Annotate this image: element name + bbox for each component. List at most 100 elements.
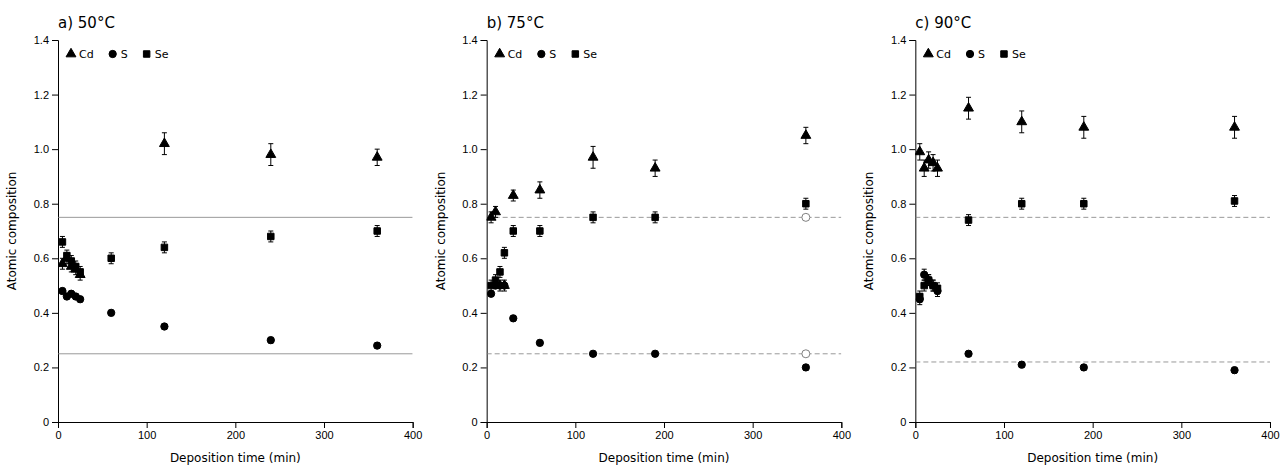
error-bar-cap <box>268 165 273 166</box>
error-bar-cap <box>493 217 498 218</box>
title: c) 90°C <box>915 14 971 32</box>
plot-area <box>915 97 1270 374</box>
error-bar-cap <box>922 176 927 177</box>
error-bar-cap <box>931 280 936 281</box>
point <box>964 103 974 112</box>
y-tick-mark <box>52 149 58 150</box>
x-tick-label: 400 <box>1261 429 1279 441</box>
error-bar-cap <box>375 149 380 150</box>
error-bar-cap <box>1081 138 1086 139</box>
point <box>535 184 545 193</box>
legend: CdSSe <box>495 48 598 61</box>
legend-symbol <box>143 51 149 57</box>
error-bar-cap <box>926 151 931 152</box>
error-bar-cap <box>1019 209 1024 210</box>
point <box>801 130 811 139</box>
y-tick-label: 1.2 <box>34 89 49 101</box>
point <box>374 228 380 234</box>
point <box>1081 200 1087 206</box>
x-axis-line <box>916 423 1271 429</box>
y-tick-label: 1.2 <box>891 89 906 101</box>
reference-line <box>487 217 842 218</box>
panel: 010020030040000.20.40.60.81.01.21.4c) 90… <box>862 14 1279 465</box>
error-bar <box>268 231 273 242</box>
point <box>161 323 168 330</box>
point <box>589 350 596 357</box>
y-tick-mark <box>52 95 58 96</box>
y-tick-label: 1.4 <box>462 34 477 46</box>
error-bar-cap <box>537 225 542 226</box>
y-tick-label: 0.4 <box>891 307 906 319</box>
error-bar <box>966 215 971 226</box>
point <box>1017 116 1027 125</box>
error-bar-cap <box>653 222 658 223</box>
legend-label: S <box>121 48 128 61</box>
point <box>501 282 508 289</box>
y-tick: 0 <box>472 416 487 428</box>
legend-symbol <box>966 50 973 57</box>
x-tick-mark <box>753 422 754 428</box>
legend-item: Cd <box>495 48 523 61</box>
error-bar-cap <box>803 198 808 199</box>
x-tick-label: 300 <box>1173 429 1191 441</box>
error-bar <box>60 236 65 247</box>
y-axis-line <box>481 41 488 423</box>
y-tick: 0.8 <box>891 198 915 210</box>
x-tick-mark <box>575 422 576 428</box>
point <box>919 163 929 172</box>
error-bar-cap <box>493 285 498 286</box>
y-tick-mark <box>481 149 487 150</box>
legend-symbol <box>538 50 545 57</box>
y-tick-mark <box>52 313 58 314</box>
error-bar <box>375 226 380 237</box>
y-tick-mark <box>909 204 915 205</box>
series <box>488 198 809 291</box>
y-tick-mark <box>481 422 487 423</box>
point <box>1231 198 1237 204</box>
y-tick-mark <box>52 40 58 41</box>
y-tick: 0 <box>43 416 58 428</box>
error-bar <box>591 212 596 223</box>
legend: CdSSe <box>66 48 169 61</box>
error-bar-cap <box>1019 198 1024 199</box>
error-bar <box>917 291 922 302</box>
x-tick-label: 0 <box>484 429 490 441</box>
y-tick-label: 0.8 <box>34 198 49 210</box>
y-tick-label: 1.4 <box>891 34 906 46</box>
y-tick: 0.6 <box>462 252 486 264</box>
point <box>510 315 517 322</box>
point <box>499 280 509 289</box>
x-tick: 300 <box>1173 422 1191 441</box>
x-tick: 0 <box>55 422 61 441</box>
point <box>917 293 923 299</box>
error-bar-cap <box>966 225 971 226</box>
x-tick: 100 <box>138 422 156 441</box>
error-bar-cap <box>497 266 502 267</box>
x-tick: 200 <box>1084 422 1102 441</box>
x-tick: 200 <box>655 422 673 441</box>
point <box>934 285 940 291</box>
error-bar-cap <box>502 291 507 292</box>
point <box>1080 364 1087 371</box>
y-tick-label: 1.0 <box>891 143 906 155</box>
y-tick: 0.2 <box>462 361 486 373</box>
point <box>802 364 809 371</box>
x-tick-label: 300 <box>315 429 333 441</box>
error-bar-cap <box>591 146 596 147</box>
y-tick-mark <box>52 422 58 423</box>
y-tick-label: 0.2 <box>34 361 49 373</box>
point <box>588 152 598 161</box>
x-tick-mark <box>664 422 665 428</box>
error-bar-cap <box>64 250 69 251</box>
x-tick-mark <box>324 422 325 428</box>
point <box>161 244 167 250</box>
point <box>508 190 518 199</box>
y-tick: 1.4 <box>34 34 58 46</box>
point <box>108 309 115 316</box>
x-axis: 0100200300400 <box>913 422 1280 441</box>
point <box>491 206 501 215</box>
legend-label: Cd <box>79 48 94 61</box>
legend-symbol <box>66 48 76 57</box>
y-tick: 0.4 <box>462 307 486 319</box>
legend-item: S <box>538 48 557 61</box>
